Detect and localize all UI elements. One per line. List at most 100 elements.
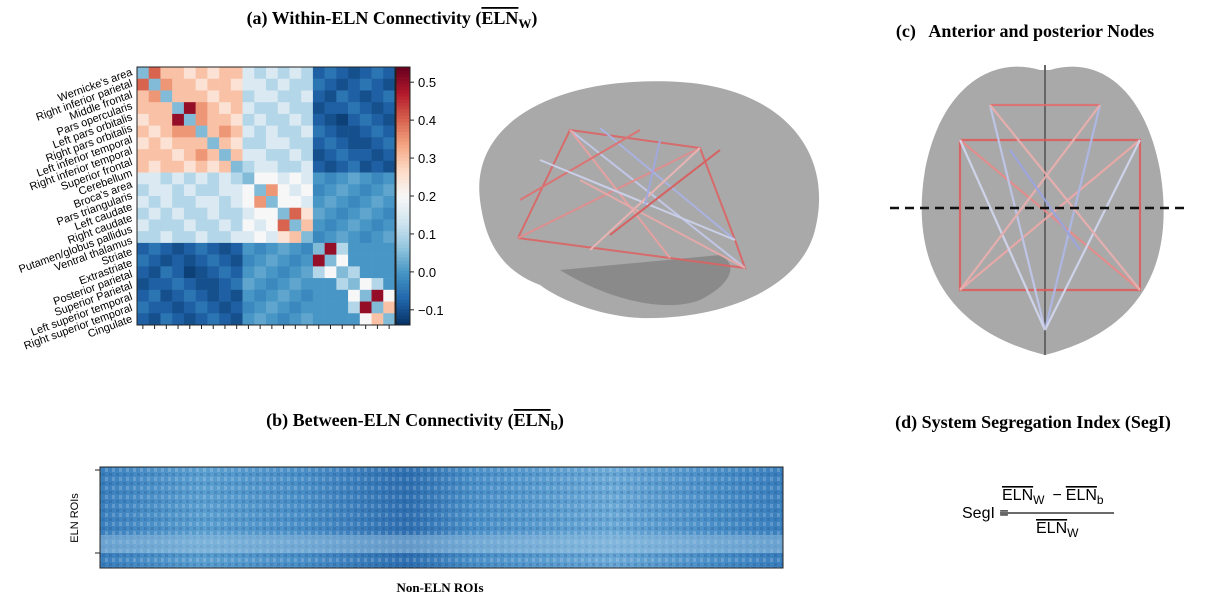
colorbar-step <box>396 244 410 249</box>
colorbar-step <box>396 228 410 232</box>
cell <box>301 137 314 150</box>
cell <box>160 113 173 126</box>
colorbar-step <box>396 295 410 300</box>
cell <box>195 207 208 220</box>
cell <box>301 231 314 244</box>
cell <box>301 207 314 220</box>
cell <box>254 266 267 279</box>
cell <box>195 301 208 314</box>
cell <box>336 160 349 173</box>
cell <box>289 207 302 220</box>
cell <box>160 184 173 197</box>
colorbar-step <box>396 96 410 100</box>
cell <box>289 254 302 267</box>
cell <box>277 172 290 185</box>
cell <box>324 90 337 103</box>
cell <box>172 102 185 115</box>
cell <box>301 78 314 91</box>
cell <box>289 196 302 209</box>
colorbar-step <box>396 321 410 326</box>
cell <box>348 160 361 173</box>
cell <box>324 196 337 209</box>
title-text: (b) Between-ELN Connectivity ( <box>266 410 513 431</box>
cell <box>324 301 337 314</box>
cell <box>195 242 208 255</box>
cell <box>324 278 337 291</box>
cell <box>266 289 279 302</box>
cell <box>195 254 208 267</box>
cell <box>348 313 361 326</box>
colorbar-step <box>396 283 410 287</box>
cell <box>348 266 361 279</box>
cell <box>148 254 161 267</box>
cell <box>371 78 384 91</box>
cell <box>183 278 196 291</box>
colorbar-step <box>396 221 410 226</box>
cell <box>183 149 196 162</box>
cell <box>219 172 232 185</box>
cell <box>336 219 349 232</box>
cell <box>230 172 243 185</box>
cell <box>230 184 243 197</box>
colorbar-step <box>396 250 410 255</box>
colorbar-label: 0.2 <box>418 189 436 204</box>
cell <box>230 67 243 80</box>
cell <box>348 219 361 232</box>
cell <box>324 113 337 126</box>
cell <box>148 184 161 197</box>
cell <box>254 196 267 209</box>
cell <box>371 242 384 255</box>
cell <box>324 160 337 173</box>
colorbar-step <box>396 225 410 229</box>
cell <box>242 137 255 150</box>
cell <box>266 196 279 209</box>
colorbar-step <box>396 292 410 297</box>
cell <box>195 289 208 302</box>
cell <box>324 172 337 185</box>
cell <box>207 219 220 232</box>
cell <box>301 289 314 302</box>
colorbar-step <box>396 266 410 271</box>
cell <box>219 137 232 150</box>
colorbar-step <box>396 302 410 307</box>
cell <box>242 78 255 91</box>
colorbar-step <box>396 289 410 294</box>
cell <box>336 254 349 267</box>
colorbar-step <box>396 270 410 274</box>
cell <box>137 90 150 103</box>
cell <box>183 125 196 138</box>
brain-top <box>921 65 1164 355</box>
cell <box>301 196 314 209</box>
cell <box>277 289 290 302</box>
colorbar-step <box>396 173 410 178</box>
colorbar-step <box>396 67 410 71</box>
cell <box>336 113 349 126</box>
colorbar-step <box>396 160 410 165</box>
cell <box>289 172 302 185</box>
cell <box>277 125 290 138</box>
cell <box>148 172 161 185</box>
cell <box>148 266 161 279</box>
formula: SegI = ELNW − ELNb ELNW <box>962 487 1114 540</box>
cell <box>254 67 267 80</box>
cell <box>207 313 220 326</box>
colorbar-step <box>396 273 410 278</box>
cell <box>301 254 314 267</box>
formula-lhs: SegI = <box>962 505 1009 522</box>
cell <box>254 184 267 197</box>
cell <box>383 301 396 314</box>
cell <box>301 266 314 279</box>
cell <box>148 301 161 314</box>
cell <box>324 242 337 255</box>
cell <box>277 196 290 209</box>
cell <box>254 172 267 185</box>
cell <box>242 67 255 80</box>
cell <box>219 301 232 314</box>
colorbar-step <box>396 118 410 123</box>
cell <box>266 160 279 173</box>
cell <box>312 289 325 302</box>
colorbar-step <box>396 286 410 291</box>
cell <box>336 301 349 314</box>
cell <box>289 67 302 80</box>
cell <box>230 219 243 232</box>
